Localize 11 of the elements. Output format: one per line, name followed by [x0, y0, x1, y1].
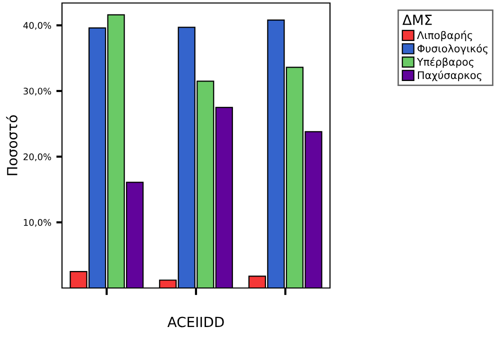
- legend-label: Φυσιολογικός: [418, 44, 488, 54]
- legend-label: Λιποβαρής: [417, 30, 472, 42]
- legend-label: Παχύσαρκος: [418, 70, 482, 82]
- legend-title: ΔΜΣ: [402, 14, 432, 25]
- x-axis-title: ACEIIDD: [167, 316, 224, 328]
- legend-label: Υπέρβαρος: [416, 57, 474, 68]
- y-tick-label: 20,0%: [24, 153, 52, 162]
- y-tick-label: 10,0%: [24, 219, 52, 227]
- y-axis-title: Ποσοστό: [6, 115, 18, 176]
- y-tick-label: 30,0%: [24, 88, 52, 96]
- y-tick-label: 40,0%: [23, 22, 52, 30]
